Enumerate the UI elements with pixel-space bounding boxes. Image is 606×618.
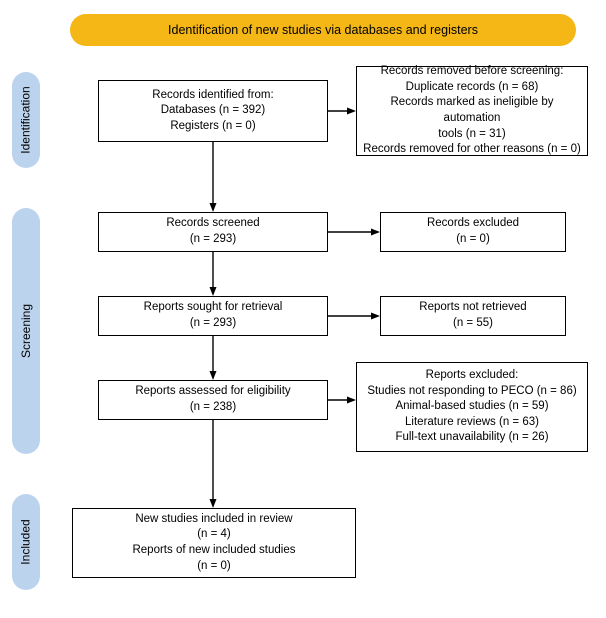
box-screened: Records screened(n = 293) — [98, 212, 328, 252]
phase-pill-identification: Identification — [12, 72, 40, 168]
header-banner: Identification of new studies via databa… — [70, 14, 576, 46]
box-notretr: Reports not retrieved(n = 55) — [380, 296, 566, 336]
box-sought: Reports sought for retrieval(n = 293) — [98, 296, 328, 336]
prisma-flowchart: Identification of new studies via databa… — [0, 0, 606, 618]
box-assessed: Reports assessed for eligibility(n = 238… — [98, 380, 328, 420]
box-identified: Records identified from:Databases (n = 3… — [98, 80, 328, 142]
box-excluded1: Records excluded(n = 0) — [380, 212, 566, 252]
phase-pill-screening: Screening — [12, 208, 40, 454]
phase-pill-included: Included — [12, 494, 40, 590]
box-removed: Records removed before screening:Duplica… — [356, 66, 588, 156]
box-included: New studies included in review(n = 4)Rep… — [72, 508, 356, 578]
box-excluded2: Reports excluded:Studies not responding … — [356, 362, 588, 452]
